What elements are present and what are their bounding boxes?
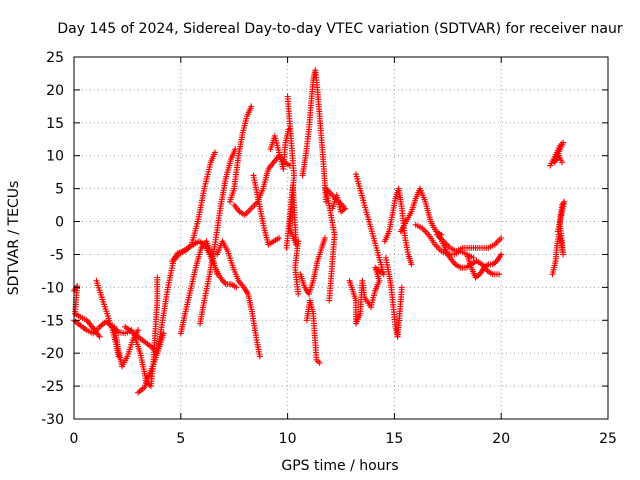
- y-tick-label: 15: [46, 116, 64, 132]
- data-point: [96, 333, 103, 340]
- data-series: [299, 67, 330, 205]
- y-tick-label: 0: [55, 215, 64, 231]
- data-point: [408, 261, 415, 268]
- data-series: [464, 251, 505, 281]
- x-tick-label: 0: [70, 431, 79, 447]
- data-points: [71, 67, 568, 396]
- data-series: [297, 235, 328, 297]
- data-series: [303, 297, 323, 367]
- x-axis-label: GPS time / hours: [281, 458, 398, 474]
- data-point: [559, 159, 566, 166]
- y-tick-label: -30: [41, 412, 64, 428]
- x-tick-label: 25: [599, 431, 617, 447]
- y-tick-label: -15: [41, 313, 64, 329]
- data-point: [316, 360, 323, 367]
- y-tick-label: 10: [46, 149, 64, 165]
- y-tick-label: -10: [41, 280, 64, 296]
- data-series: [323, 185, 349, 304]
- data-series: [382, 254, 405, 340]
- data-point: [211, 149, 218, 156]
- data-point: [483, 262, 490, 269]
- data-point: [326, 297, 333, 304]
- y-tick-label: -25: [41, 379, 64, 395]
- data-point: [498, 251, 505, 258]
- data-series: [292, 238, 302, 297]
- data-point: [295, 290, 302, 297]
- data-point: [214, 271, 221, 278]
- data-series: [197, 146, 239, 327]
- data-point: [248, 103, 255, 110]
- x-tick-label: 10: [279, 431, 297, 447]
- data-point: [470, 254, 477, 261]
- y-tick-label: 5: [55, 182, 64, 198]
- data-point: [233, 284, 240, 291]
- data-series: [549, 198, 568, 278]
- data-series: [111, 323, 142, 370]
- x-tick-label: 20: [492, 431, 510, 447]
- data-series: [226, 103, 255, 205]
- data-series: [93, 277, 122, 360]
- tick-marks: [73, 56, 609, 420]
- data-point: [554, 228, 561, 235]
- y-tick-label: 25: [46, 50, 64, 66]
- chart-title: Day 145 of 2024, Sidereal Day-to-day VTE…: [57, 21, 623, 37]
- data-series: [177, 238, 221, 337]
- data-series: [283, 93, 300, 251]
- data-point: [276, 235, 283, 241]
- x-tick-labels: 0 5 10 15 20 25: [70, 431, 617, 447]
- data-point: [498, 235, 505, 241]
- data-series: [250, 172, 283, 248]
- y-tick-labels: -30 -25 -20 -15 -10 -5 0 5 10 15 20 25: [41, 50, 64, 428]
- y-tick-label: -5: [50, 247, 64, 263]
- data-series: [434, 231, 505, 255]
- data-point: [283, 244, 290, 251]
- x-tick-label: 15: [385, 431, 403, 447]
- data-point: [496, 271, 503, 278]
- data-point: [321, 235, 328, 241]
- data-point: [135, 327, 142, 334]
- data-point: [154, 274, 161, 281]
- data-series: [214, 238, 263, 360]
- x-tick-label: 5: [176, 431, 185, 447]
- data-point: [256, 353, 263, 360]
- y-tick-label: 20: [46, 83, 64, 99]
- y-tick-label: -20: [41, 346, 64, 362]
- data-point: [398, 284, 405, 291]
- plot-frame: [73, 56, 609, 420]
- data-point: [160, 330, 167, 337]
- data-series: [346, 171, 387, 327]
- y-axis-label: SDTVAR / TECUs: [6, 181, 22, 296]
- data-point: [352, 171, 359, 178]
- data-series: [547, 139, 567, 169]
- data-series: [381, 185, 415, 268]
